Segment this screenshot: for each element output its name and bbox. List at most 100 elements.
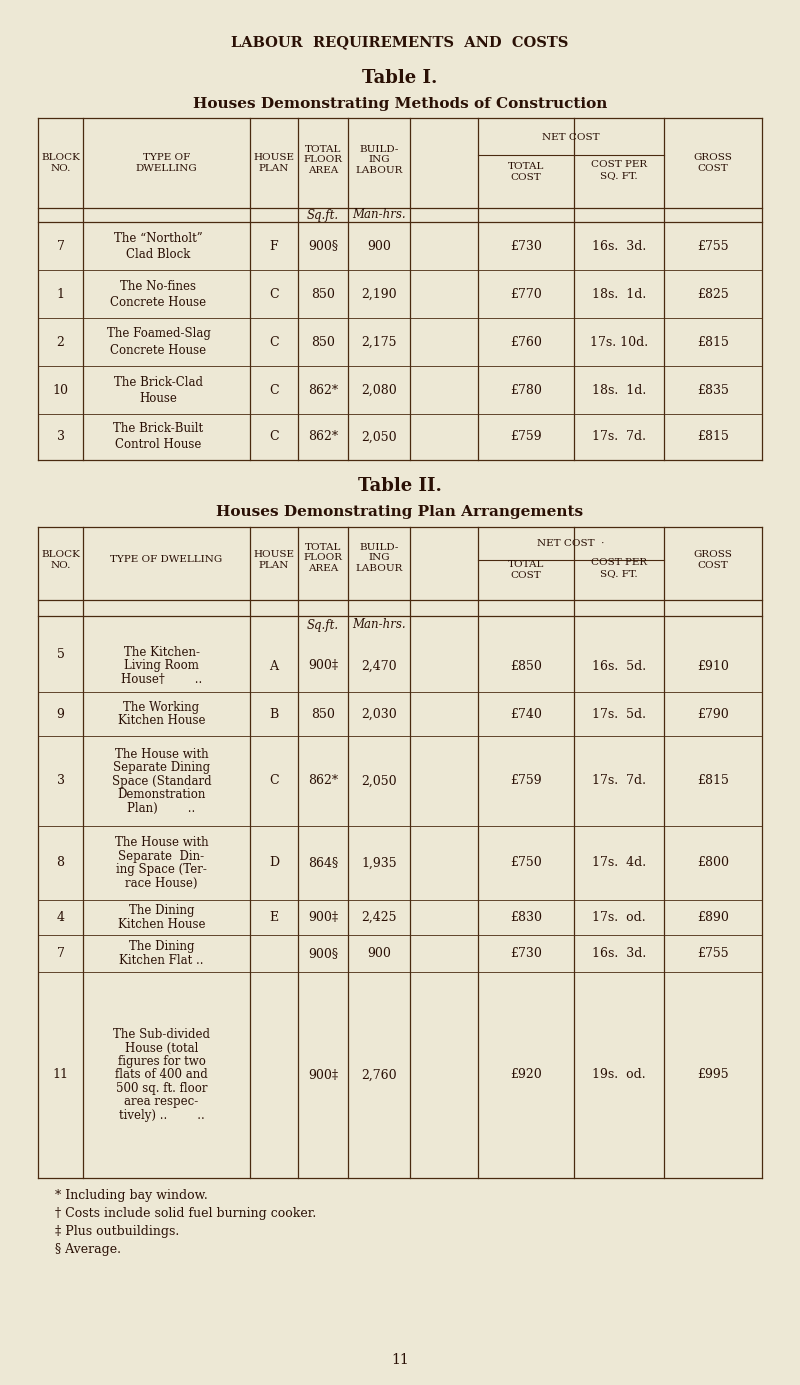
Text: area respec-: area respec- <box>124 1096 198 1108</box>
Text: ‡ Plus outbuildings.: ‡ Plus outbuildings. <box>55 1224 179 1238</box>
Text: 16s.  5d.: 16s. 5d. <box>592 659 646 673</box>
Text: £815: £815 <box>697 774 729 788</box>
Text: Sq.ft.: Sq.ft. <box>307 209 339 222</box>
Text: £835: £835 <box>697 384 729 396</box>
Text: Space (Standard: Space (Standard <box>112 774 211 788</box>
Text: Kitchen House: Kitchen House <box>118 918 206 931</box>
Text: 2,050: 2,050 <box>361 774 397 788</box>
Text: House†        ..: House† .. <box>121 673 202 686</box>
Text: Concrete House: Concrete House <box>110 295 206 309</box>
Text: TOTAL
FLOOR
AREA: TOTAL FLOOR AREA <box>303 543 342 573</box>
Text: 4: 4 <box>57 911 65 924</box>
Text: The Foamed-Slag: The Foamed-Slag <box>106 327 210 341</box>
Text: House (total: House (total <box>125 1042 198 1054</box>
Text: £790: £790 <box>697 708 729 720</box>
Text: Man-hrs.: Man-hrs. <box>352 209 406 222</box>
Text: 900‡: 900‡ <box>308 1068 338 1082</box>
Text: The Sub-divided: The Sub-divided <box>113 1028 210 1042</box>
Text: BUILD-
ING
LABOUR: BUILD- ING LABOUR <box>355 145 402 175</box>
Text: Living Room: Living Room <box>124 659 199 673</box>
Text: £850: £850 <box>510 659 542 673</box>
Text: † Costs include solid fuel burning cooker.: † Costs include solid fuel burning cooke… <box>55 1206 316 1220</box>
Text: The House with: The House with <box>114 837 208 849</box>
Text: £780: £780 <box>510 384 542 396</box>
Text: £740: £740 <box>510 708 542 720</box>
Text: C: C <box>269 431 279 443</box>
Text: 900: 900 <box>367 240 391 252</box>
Text: 7: 7 <box>57 240 65 252</box>
Text: 17s.  4d.: 17s. 4d. <box>592 856 646 870</box>
Text: £759: £759 <box>510 774 542 788</box>
Text: 7: 7 <box>57 947 65 960</box>
Text: 2: 2 <box>57 335 65 349</box>
Text: The “Northolt”: The “Northolt” <box>114 231 203 245</box>
Text: * Including bay window.: * Including bay window. <box>55 1188 208 1202</box>
Text: figures for two: figures for two <box>118 1055 206 1068</box>
Text: 2,030: 2,030 <box>361 708 397 720</box>
Text: Man-hrs.: Man-hrs. <box>352 619 406 632</box>
Text: The Brick-Built: The Brick-Built <box>114 422 203 435</box>
Text: tively) ..        ..: tively) .. .. <box>118 1109 204 1122</box>
Text: ing Space (Ter-: ing Space (Ter- <box>116 863 207 877</box>
Text: £730: £730 <box>510 240 542 252</box>
Text: C: C <box>269 774 279 788</box>
Text: 500 sq. ft. floor: 500 sq. ft. floor <box>116 1082 207 1096</box>
Text: Kitchen Flat ..: Kitchen Flat .. <box>119 954 204 967</box>
Text: 900‡: 900‡ <box>308 659 338 673</box>
Text: 17s.  5d.: 17s. 5d. <box>592 708 646 720</box>
Text: 2,175: 2,175 <box>362 335 397 349</box>
Text: £995: £995 <box>697 1068 729 1082</box>
Text: 862*: 862* <box>308 384 338 396</box>
Text: Houses Demonstrating Plan Arrangements: Houses Demonstrating Plan Arrangements <box>217 506 583 519</box>
Text: 900: 900 <box>367 947 391 960</box>
Text: 10: 10 <box>53 384 69 396</box>
Text: TYPE OF
DWELLING: TYPE OF DWELLING <box>136 154 198 173</box>
Text: flats of 400 and: flats of 400 and <box>115 1068 208 1082</box>
Text: £755: £755 <box>697 240 729 252</box>
Text: Concrete House: Concrete House <box>110 343 206 356</box>
Text: £830: £830 <box>510 911 542 924</box>
Text: 900§: 900§ <box>308 947 338 960</box>
Text: LABOUR  REQUIREMENTS  AND  COSTS: LABOUR REQUIREMENTS AND COSTS <box>231 35 569 48</box>
Text: 2,760: 2,760 <box>361 1068 397 1082</box>
Text: £730: £730 <box>510 947 542 960</box>
Text: TOTAL
COST: TOTAL COST <box>508 162 544 181</box>
Text: race House): race House) <box>126 877 198 889</box>
Text: 862*: 862* <box>308 774 338 788</box>
Text: 1: 1 <box>57 288 65 301</box>
Text: 2,425: 2,425 <box>362 911 397 924</box>
Text: 2,080: 2,080 <box>361 384 397 396</box>
Text: Houses Demonstrating Methods of Construction: Houses Demonstrating Methods of Construc… <box>193 97 607 111</box>
Text: 17s. 10d.: 17s. 10d. <box>590 335 648 349</box>
Text: 3: 3 <box>57 774 65 788</box>
Text: Separate Dining: Separate Dining <box>113 760 210 774</box>
Text: TOTAL
FLOOR
AREA: TOTAL FLOOR AREA <box>303 145 342 175</box>
Text: 17s.  7d.: 17s. 7d. <box>592 774 646 788</box>
Text: 3: 3 <box>57 431 65 443</box>
Text: HOUSE
PLAN: HOUSE PLAN <box>254 550 294 569</box>
Text: NET COST: NET COST <box>542 133 600 143</box>
Text: 5: 5 <box>57 648 65 661</box>
Text: 850: 850 <box>311 335 335 349</box>
Text: 9: 9 <box>57 708 65 720</box>
Text: 18s.  1d.: 18s. 1d. <box>592 288 646 301</box>
Text: Plan)        ..: Plan) .. <box>127 802 196 814</box>
Text: 862*: 862* <box>308 431 338 443</box>
Text: § Average.: § Average. <box>55 1242 121 1255</box>
Text: NET COST  ·: NET COST · <box>538 539 605 547</box>
Text: GROSS
COST: GROSS COST <box>694 154 733 173</box>
Text: Table II.: Table II. <box>358 476 442 494</box>
Text: £759: £759 <box>510 431 542 443</box>
Text: 2,050: 2,050 <box>361 431 397 443</box>
Text: Separate  Din-: Separate Din- <box>118 850 205 863</box>
Text: The Kitchen-: The Kitchen- <box>123 645 199 659</box>
Text: £815: £815 <box>697 335 729 349</box>
Text: Sq.ft.: Sq.ft. <box>307 619 339 632</box>
Text: 850: 850 <box>311 288 335 301</box>
Text: 850: 850 <box>311 708 335 720</box>
Text: House: House <box>139 392 178 404</box>
Text: BLOCK
NO.: BLOCK NO. <box>41 550 80 569</box>
Text: Kitchen House: Kitchen House <box>118 715 206 727</box>
Text: 11: 11 <box>391 1353 409 1367</box>
Text: The Brick-Clad: The Brick-Clad <box>114 375 203 389</box>
